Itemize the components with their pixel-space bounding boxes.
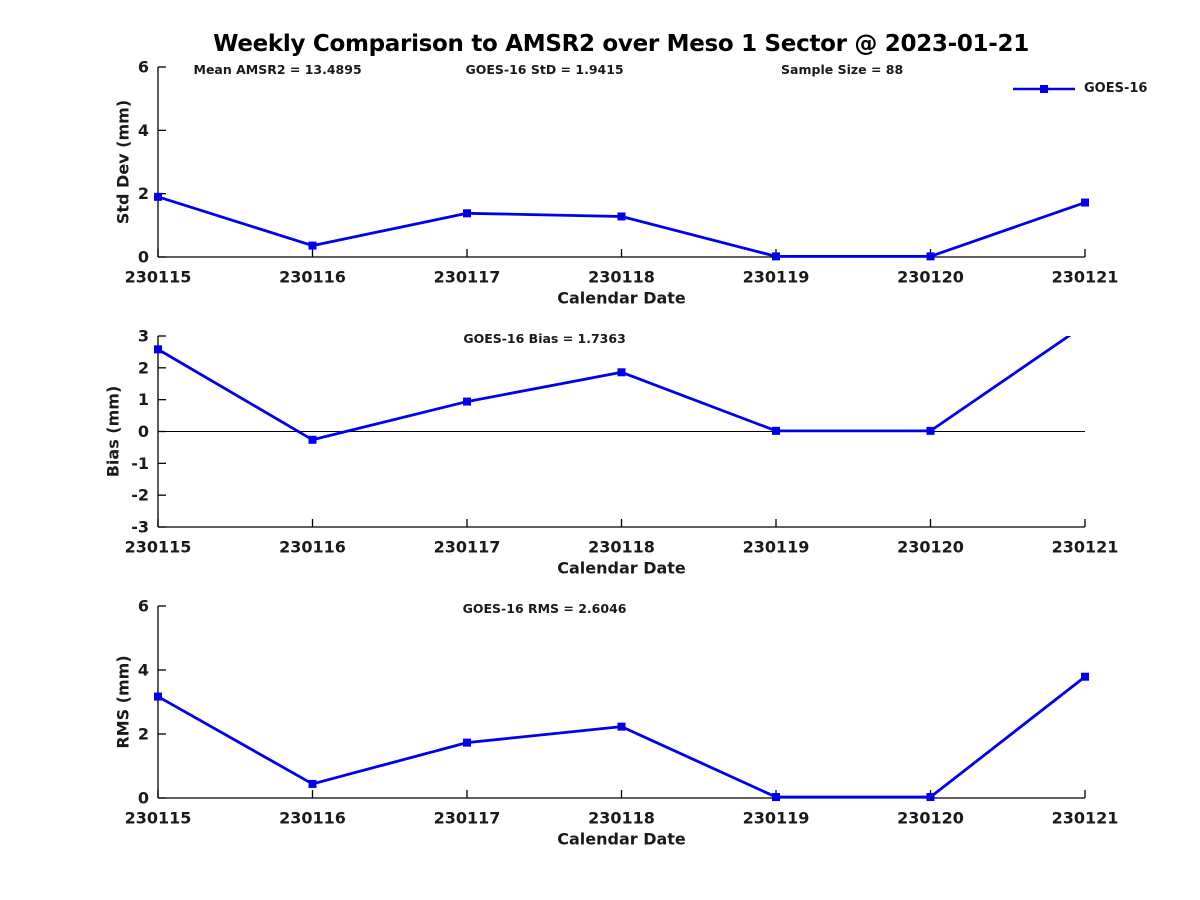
legend: GOES-16 bbox=[1012, 81, 1147, 96]
x-tick-label: 230117 bbox=[434, 538, 501, 557]
x-tick-label: 230119 bbox=[743, 268, 810, 287]
y-tick-label: 2 bbox=[138, 358, 149, 377]
y-tick-label: 4 bbox=[138, 121, 149, 140]
data-point-marker bbox=[463, 397, 471, 406]
data-point-marker bbox=[926, 793, 935, 802]
series-goes-16 bbox=[154, 672, 1089, 802]
x-tick-label: 230116 bbox=[279, 809, 346, 828]
y-tick-label: 6 bbox=[138, 597, 149, 616]
x-tick-label: 230120 bbox=[897, 809, 964, 828]
x-tick-label: 230118 bbox=[588, 268, 655, 287]
y-tick-label: -1 bbox=[131, 454, 149, 473]
stat-annotation: GOES-16 RMS = 2.6046 bbox=[463, 601, 627, 616]
y-tick-label: 6 bbox=[138, 58, 149, 77]
y-tick-label: 2 bbox=[138, 184, 149, 203]
series-line bbox=[157, 195, 1086, 258]
data-point-marker bbox=[772, 426, 780, 435]
y-tick-label: 3 bbox=[138, 327, 149, 346]
y-tick-label: 0 bbox=[138, 248, 149, 267]
y-axis-label: Bias (mm) bbox=[104, 386, 123, 478]
x-tick-label: 230118 bbox=[588, 809, 655, 828]
x-tick-label: 230121 bbox=[1052, 538, 1119, 557]
series-goes-16 bbox=[154, 192, 1089, 261]
data-point-marker bbox=[154, 192, 162, 201]
x-axis-label: Calendar Date bbox=[557, 289, 686, 308]
data-point-marker bbox=[926, 426, 935, 435]
x-tick-label: 230115 bbox=[125, 538, 192, 557]
y-tick-label: 4 bbox=[138, 661, 149, 680]
data-point-marker bbox=[308, 779, 317, 788]
data-point-marker bbox=[1081, 672, 1089, 681]
figure-title: Weekly Comparison to AMSR2 over Meso 1 S… bbox=[213, 31, 1029, 57]
data-point-marker bbox=[1081, 198, 1089, 207]
x-tick-label: 230117 bbox=[434, 809, 501, 828]
y-tick-label: 2 bbox=[138, 725, 149, 744]
x-tick-label: 230121 bbox=[1052, 268, 1119, 287]
data-point-marker bbox=[308, 241, 317, 250]
data-point-marker bbox=[772, 252, 780, 261]
stat-annotation: Sample Size = 88 bbox=[781, 62, 903, 77]
x-tick-label: 230118 bbox=[588, 538, 655, 557]
data-point-marker bbox=[463, 738, 471, 747]
y-tick-label: 0 bbox=[138, 789, 149, 808]
x-tick-label: 230119 bbox=[743, 538, 810, 557]
data-point-marker bbox=[772, 793, 780, 802]
series-line bbox=[157, 675, 1086, 799]
stat-annotation: GOES-16 Bias = 1.7363 bbox=[463, 331, 625, 346]
x-tick-label: 230120 bbox=[897, 268, 964, 287]
legend-marker-square bbox=[1040, 84, 1048, 93]
y-tick-label: 0 bbox=[138, 422, 149, 441]
data-point-marker bbox=[617, 722, 626, 731]
x-tick-label: 230115 bbox=[125, 809, 192, 828]
x-tick-label: 230119 bbox=[743, 809, 810, 828]
x-tick-label: 230121 bbox=[1052, 809, 1119, 828]
x-tick-label: 230120 bbox=[897, 538, 964, 557]
data-point-marker bbox=[463, 209, 471, 218]
y-axis-label: Std Dev (mm) bbox=[114, 100, 133, 224]
x-tick-label: 230117 bbox=[434, 268, 501, 287]
x-axis-label: Calendar Date bbox=[557, 559, 686, 578]
y-tick-label: -3 bbox=[131, 518, 149, 537]
legend-line-marker-icon bbox=[1013, 84, 1075, 93]
subplot-std-dev: 0 2 4 6 230115 230116 230117 230118 230119 230120… bbox=[114, 58, 1119, 308]
x-tick-label: 230115 bbox=[125, 268, 192, 287]
data-point-marker bbox=[308, 435, 317, 444]
y-tick-label: -2 bbox=[131, 486, 149, 505]
legend-label: GOES-16 bbox=[1084, 81, 1148, 96]
series-goes-16 bbox=[154, 321, 1089, 444]
x-axis-label: Calendar Date bbox=[557, 830, 686, 849]
stat-annotation: Mean AMSR2 = 13.4895 bbox=[194, 62, 362, 77]
x-tick-label: 230116 bbox=[279, 538, 346, 557]
data-point-marker bbox=[154, 345, 162, 354]
data-point-marker bbox=[1081, 321, 1089, 329]
y-tick-label: 1 bbox=[138, 390, 149, 409]
stat-annotation: GOES-16 StD = 1.9415 bbox=[465, 62, 623, 77]
data-point-marker bbox=[617, 212, 626, 221]
subplot-rms: 0 2 4 6 230115 230116 230117 230118 230119 230120… bbox=[114, 597, 1119, 849]
x-tick-label: 230116 bbox=[279, 268, 346, 287]
data-point-marker bbox=[617, 368, 626, 377]
y-axis-label: RMS (mm) bbox=[114, 655, 133, 748]
data-point-marker bbox=[926, 252, 935, 261]
data-point-marker bbox=[154, 692, 162, 701]
